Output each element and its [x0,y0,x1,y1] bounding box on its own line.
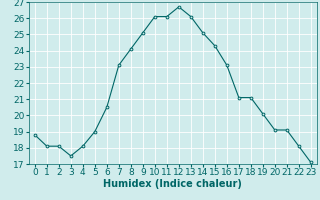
X-axis label: Humidex (Indice chaleur): Humidex (Indice chaleur) [103,179,242,189]
